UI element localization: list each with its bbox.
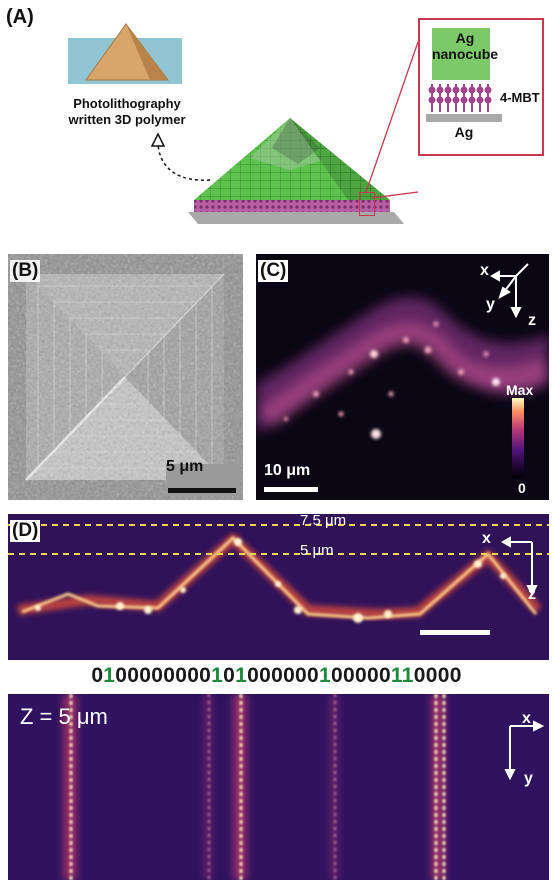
panel-d-axis-x: x [482,530,491,547]
line-bottom-label: 5 μm [300,542,334,559]
binary-one: 1 [103,664,116,687]
binary-one: 1 [211,664,224,687]
panel-b-scale-label: 5 μm [166,458,204,475]
panel-c-axis-z: z [528,312,536,329]
dashed-arrow [150,132,211,181]
panel-d-label: (D) [10,520,41,542]
panel-d-axis-x2: x [522,710,531,727]
inset-substrate-bar [426,114,502,122]
binary-zero: 0 [295,664,308,687]
panel-d-axes-icon [500,536,538,597]
panel-d-axis-z: z [528,586,536,603]
binary-zero: 0 [151,664,164,687]
polymer-label: Photolithography written 3D polymer [68,96,186,127]
inset-nanocube [432,28,490,80]
panel-c-label: (C) [258,260,289,282]
panel-c-scale-label: 10 μm [264,462,311,479]
binary-zero: 0 [331,664,343,687]
panel-c-axes-icon [490,263,529,319]
binary-code-row: 0100000000101000000100000110000 [0,664,553,688]
binary-zero: 0 [199,664,212,687]
panel-d-axis-y2: y [524,770,533,787]
linker-layer [194,200,390,212]
inset-linker-molecules [428,84,492,112]
binary-one: 1 [390,664,402,687]
panel-c-axis-x: x [480,262,489,279]
line-top-label: 7.5 μm [300,512,347,529]
binary-zero: 0 [247,664,260,687]
binary-zero: 0 [163,664,176,687]
binary-zero: 0 [283,664,296,687]
panel-d-xz-image [8,514,549,660]
binary-zero: 0 [354,664,367,687]
colorbar-min-label: 0 [518,480,526,496]
binary-zero: 0 [413,664,426,687]
nanocube-pyramid-illustration [188,118,404,224]
inset-substrate-label: Ag [454,124,474,140]
panel-d-xy-axes-icon [504,720,545,781]
panel-d-xy-image [8,694,549,880]
binary-zero: 0 [366,664,379,687]
binary-zero: 0 [425,664,438,687]
inset-linker-label: 4-MBT [500,90,540,105]
inset-nanocube-label: Ag nanocube [431,30,499,62]
inset-connector-lines [365,41,419,199]
binary-zero: 0 [342,664,355,687]
panel-c-axis-y: y [486,296,495,313]
pyramid-shade [126,24,168,80]
binary-zero: 0 [449,664,462,687]
colorbar-max-label: Max [506,382,534,398]
binary-zero: 0 [307,664,320,687]
inset-highlight-box [359,192,375,216]
binary-zero: 0 [223,664,236,687]
binary-zero: 0 [127,664,140,687]
silver-substrate [188,212,404,224]
binary-zero: 0 [378,664,391,687]
binary-one: 1 [319,664,331,687]
binary-one: 1 [401,664,414,687]
binary-zero: 0 [115,664,128,687]
binary-zero: 0 [437,664,450,687]
binary-zero: 0 [259,664,272,687]
binary-zero: 0 [139,664,152,687]
binary-zero: 0 [175,664,188,687]
z-depth-label: Z = 5 μm [20,704,108,729]
polymer-pyramid-schematic [68,23,182,84]
binary-zero: 0 [271,664,284,687]
panel-b-sem-image [8,254,243,500]
binary-one: 1 [235,664,248,687]
panel-b-label: (B) [10,260,41,282]
binary-zero: 0 [91,664,104,687]
panel-a-label: (A) [6,6,34,28]
binary-zero: 0 [187,664,200,687]
